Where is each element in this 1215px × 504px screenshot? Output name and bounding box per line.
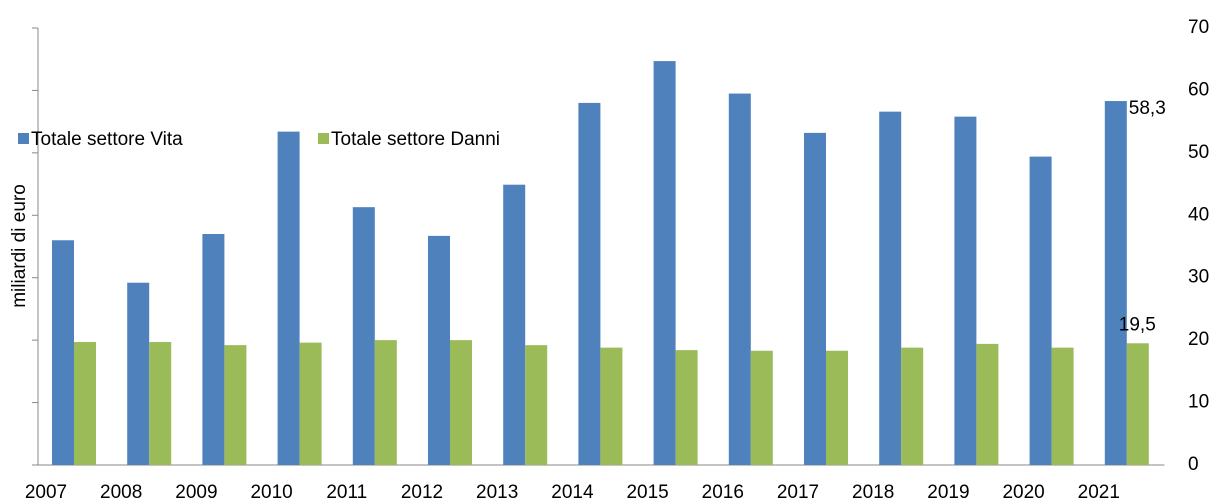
bar <box>901 347 924 465</box>
bar <box>299 342 322 465</box>
bar <box>52 240 74 465</box>
legend-swatch <box>18 133 29 144</box>
bar <box>149 342 172 465</box>
y-tick-label: 40 <box>1188 204 1209 225</box>
x-tick-label: 2016 <box>702 482 744 503</box>
x-tick-label: 2011 <box>326 482 367 503</box>
bar <box>954 116 977 466</box>
x-tick-label: 2013 <box>476 482 518 503</box>
bar <box>277 131 300 466</box>
bar <box>352 207 375 466</box>
x-tick-label: 2007 <box>25 482 67 503</box>
y-axis-label: miliardi di euro <box>9 184 30 308</box>
bar <box>450 340 472 465</box>
x-tick-label: 2021 <box>1078 482 1120 503</box>
x-tick-label: 2020 <box>1002 482 1044 503</box>
x-tick-label: 2017 <box>777 482 819 503</box>
x-tick-label: 2014 <box>551 482 594 503</box>
bar <box>675 350 698 465</box>
bar <box>428 235 450 465</box>
y-tick-label: 60 <box>1188 79 1209 100</box>
value-label: 58,3 <box>1129 98 1166 119</box>
y-tick-label: 50 <box>1188 142 1209 163</box>
bar <box>976 343 999 465</box>
y-tick-label: 10 <box>1188 392 1209 413</box>
x-tick-label: 2015 <box>626 482 668 503</box>
x-tick-label: 2010 <box>250 482 292 503</box>
bar <box>74 342 96 465</box>
bar <box>1029 156 1052 466</box>
x-tick-label: 2008 <box>100 482 142 503</box>
bar <box>224 345 247 465</box>
x-tick-label: 2018 <box>852 482 894 503</box>
bar <box>1126 343 1149 465</box>
y-tick-label: 70 <box>1188 17 1209 38</box>
bar <box>1051 347 1074 465</box>
bar <box>826 350 848 465</box>
bar <box>202 234 225 465</box>
bar <box>750 350 773 465</box>
x-tick-label: 2009 <box>175 482 217 503</box>
y-tick-label: 0 <box>1188 454 1199 475</box>
bar <box>374 340 397 465</box>
bar <box>503 184 526 465</box>
legend-swatch <box>318 133 329 144</box>
bar <box>804 132 826 465</box>
bar <box>600 347 623 465</box>
legend-label: Totale settore Danni <box>331 129 500 150</box>
x-tick-label: 2019 <box>927 482 969 503</box>
legend-label: Totale settore Vita <box>31 129 183 150</box>
bar <box>653 61 676 465</box>
bar <box>1104 101 1127 465</box>
bar <box>728 93 751 466</box>
x-tick-label: 2012 <box>401 482 443 503</box>
bar <box>525 345 548 465</box>
y-tick-label: 30 <box>1188 267 1209 288</box>
bar <box>578 102 601 466</box>
value-label: 19,5 <box>1119 314 1156 335</box>
bar <box>879 111 902 465</box>
y-tick-label: 20 <box>1188 329 1209 350</box>
bar <box>127 282 150 465</box>
